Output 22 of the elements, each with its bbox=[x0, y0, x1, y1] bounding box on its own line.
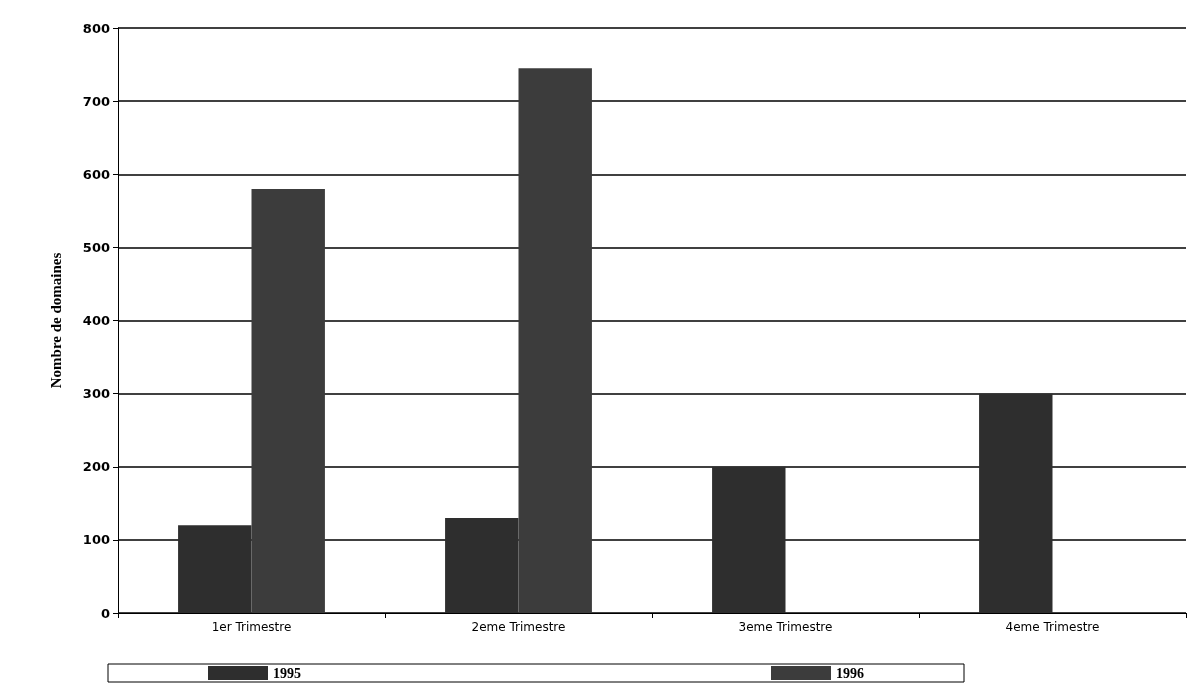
bar bbox=[178, 525, 252, 613]
y-tick-label: 400 bbox=[82, 313, 110, 328]
y-tick-label: 200 bbox=[82, 459, 110, 475]
bar bbox=[445, 517, 519, 613]
legend-label: 1995 bbox=[273, 665, 301, 681]
y-axis-title: Nombre de domaines bbox=[47, 252, 64, 389]
y-tick-label: 500 bbox=[82, 239, 110, 255]
legend-label: 1996 bbox=[836, 665, 864, 681]
x-tick-label: 1er Trimestre bbox=[211, 620, 292, 634]
x-tick-label: 4eme Trimestre bbox=[1005, 620, 1100, 634]
y-tick-label: 100 bbox=[82, 532, 110, 548]
y-tick-label: 800 bbox=[82, 20, 110, 36]
bar bbox=[251, 188, 325, 613]
x-tick-label: 2eme Trimestre bbox=[471, 620, 566, 634]
y-tick-label: 0 bbox=[100, 605, 110, 621]
x-tick-label: 3eme Trimestre bbox=[738, 620, 833, 634]
bar bbox=[712, 466, 786, 613]
bar bbox=[518, 68, 592, 613]
y-tick-label: 700 bbox=[82, 93, 110, 109]
y-tick-label: 300 bbox=[82, 386, 110, 402]
bar bbox=[979, 393, 1053, 613]
y-tick-label: 600 bbox=[82, 166, 110, 182]
